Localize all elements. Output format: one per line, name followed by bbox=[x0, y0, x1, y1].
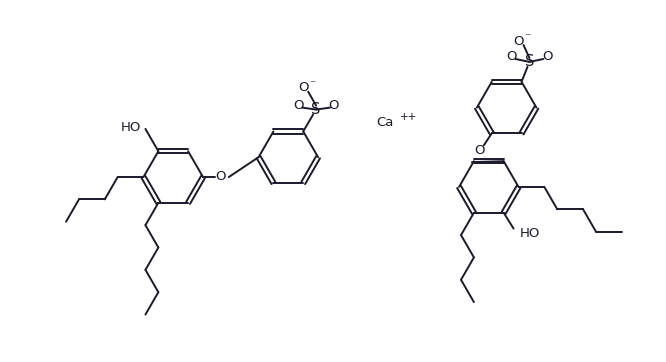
Text: ++: ++ bbox=[400, 113, 417, 122]
Text: O: O bbox=[293, 99, 304, 112]
Text: Ca: Ca bbox=[376, 116, 394, 129]
Text: O: O bbox=[542, 50, 553, 63]
Text: S: S bbox=[525, 54, 534, 70]
Text: HO: HO bbox=[121, 121, 141, 134]
Text: S: S bbox=[312, 102, 321, 117]
Text: O: O bbox=[216, 169, 226, 182]
Text: ⁻: ⁻ bbox=[525, 31, 531, 45]
Text: HO: HO bbox=[519, 227, 540, 240]
Text: O: O bbox=[475, 144, 485, 157]
Text: O: O bbox=[506, 50, 517, 63]
Text: O: O bbox=[513, 35, 524, 47]
Text: O: O bbox=[298, 81, 308, 94]
Text: ⁻: ⁻ bbox=[309, 78, 316, 91]
Text: O: O bbox=[329, 99, 339, 112]
